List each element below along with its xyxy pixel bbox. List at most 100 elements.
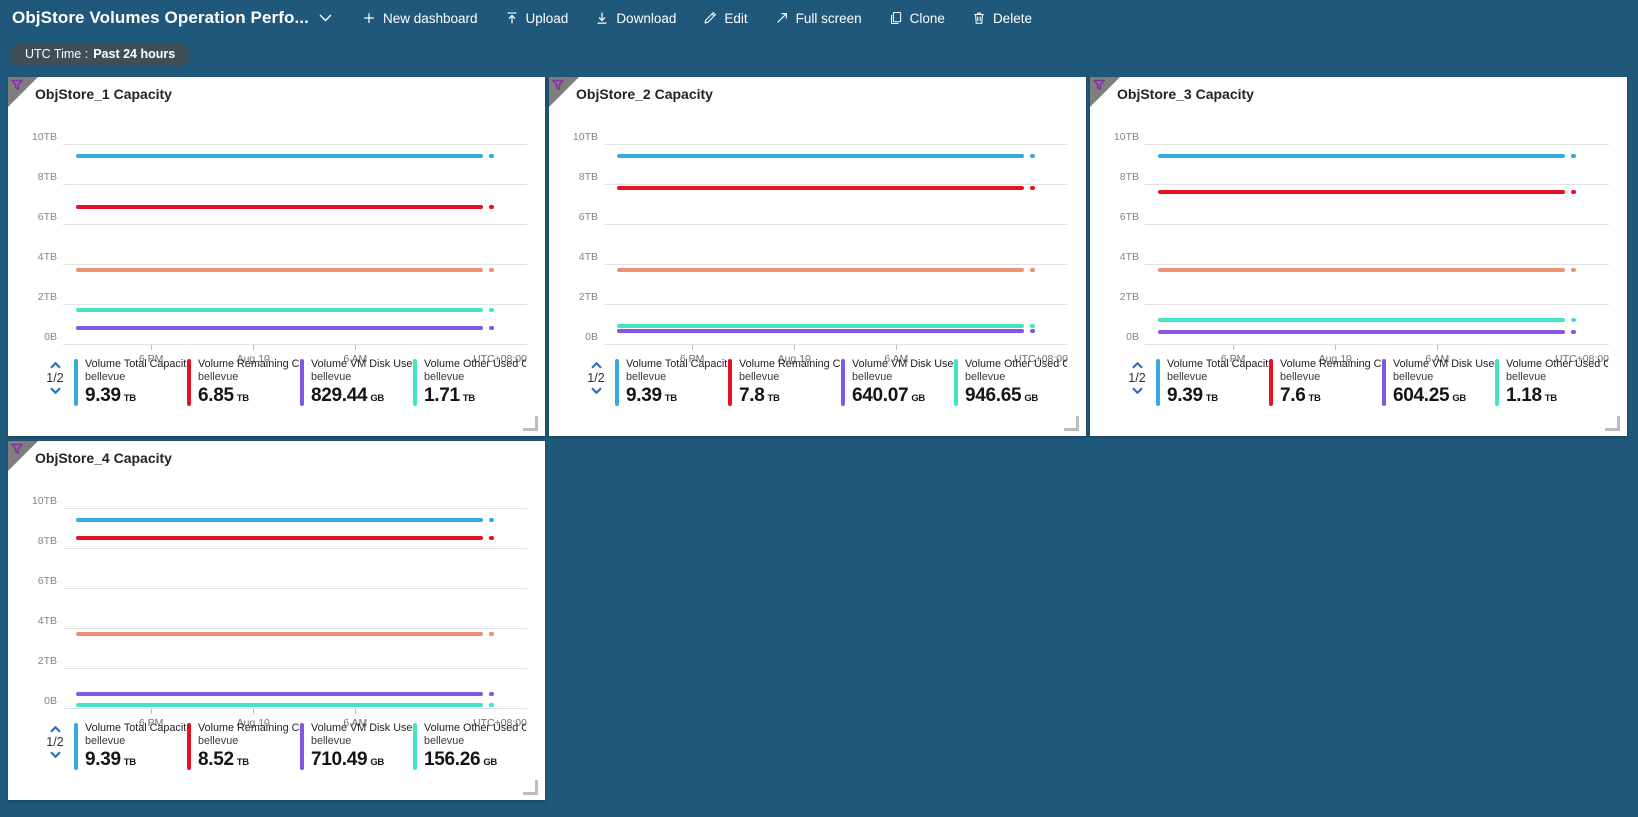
dashboard-title-selector[interactable]: ObjStore Volumes Operation Perfo... bbox=[12, 8, 332, 28]
legend-metric-value: 946.65 GB bbox=[965, 384, 1038, 406]
legend-metric-unit: TB bbox=[767, 392, 780, 404]
legend-page-down-button[interactable] bbox=[46, 750, 65, 759]
filter-pin[interactable] bbox=[1090, 77, 1120, 107]
gridline bbox=[63, 508, 527, 509]
fullscreen-button[interactable]: Full screen bbox=[775, 7, 862, 30]
dashboard-tile-4: ObjStore_4 Capacity 10TB 8TB 6TB 4TB 2TB 0B 6 P… bbox=[8, 441, 545, 800]
gridline bbox=[63, 184, 527, 185]
legend-item[interactable]: Volume Total Capacit... bellevue 9.39 TB bbox=[1156, 358, 1269, 408]
chevron-up-icon bbox=[49, 361, 61, 369]
funnel-icon bbox=[11, 443, 23, 454]
resize-handle[interactable] bbox=[523, 416, 538, 431]
legend-color-bar bbox=[728, 359, 732, 406]
y-axis-label: 8TB bbox=[1119, 171, 1139, 183]
x-axis-tick bbox=[151, 709, 153, 714]
utc-offset-label: UTC+08:00 bbox=[1014, 353, 1068, 365]
resize-handle[interactable] bbox=[1064, 416, 1079, 431]
legend-pager: 1/2 bbox=[1118, 358, 1156, 395]
series-line bbox=[617, 323, 1035, 328]
legend-metric-value: 1.18 TB bbox=[1506, 384, 1557, 406]
legend-page-down-button[interactable] bbox=[1128, 386, 1147, 395]
legend-page-up-button[interactable] bbox=[46, 725, 65, 734]
series-line bbox=[1158, 154, 1576, 159]
gridline bbox=[1145, 144, 1609, 145]
legend-item[interactable]: Volume Total Capacit... bellevue 9.39 TB bbox=[74, 722, 187, 772]
x-axis-label: 6 AM bbox=[884, 353, 909, 365]
legend-item[interactable]: Volume Total Capacit... bellevue 9.39 TB bbox=[615, 358, 728, 408]
plus-icon bbox=[362, 11, 376, 25]
legend-page-up-button[interactable] bbox=[587, 361, 606, 370]
download-button[interactable]: Download bbox=[595, 7, 676, 30]
series-line bbox=[76, 307, 494, 312]
legend-item[interactable]: Volume Total Capacit... bellevue 9.39 TB bbox=[74, 358, 187, 408]
filter-pin[interactable] bbox=[8, 441, 38, 471]
gridline bbox=[63, 144, 527, 145]
legend-metric-value: 6.85 TB bbox=[198, 384, 249, 406]
legend-metric-value: 640.07 GB bbox=[852, 384, 925, 406]
gridline bbox=[604, 344, 1068, 345]
legend-color-bar bbox=[615, 359, 619, 406]
legend-page-up-button[interactable] bbox=[1128, 361, 1147, 370]
x-axis-tick bbox=[794, 345, 796, 350]
delete-button[interactable]: Delete bbox=[972, 7, 1032, 30]
x-axis-tick bbox=[151, 345, 153, 350]
x-axis-label: Aug 10 bbox=[777, 353, 811, 365]
legend-page-down-button[interactable] bbox=[46, 386, 65, 395]
legend-color-bar bbox=[1269, 359, 1273, 406]
dashboard-toolbar: ObjStore Volumes Operation Perfo... New … bbox=[0, 0, 1638, 36]
resize-handle[interactable] bbox=[1605, 416, 1620, 431]
gridline bbox=[63, 588, 527, 589]
legend-page-up-button[interactable] bbox=[46, 361, 65, 370]
edit-button[interactable]: Edit bbox=[703, 7, 748, 30]
legend-metric-value: 710.49 GB bbox=[311, 748, 384, 770]
filter-pin[interactable] bbox=[549, 77, 579, 107]
series-line-unlabeled bbox=[617, 268, 1035, 272]
legend-color-bar bbox=[187, 359, 191, 406]
legend-metric-name: Volume Remaining Cap... bbox=[198, 722, 300, 734]
y-axis-label: 6TB bbox=[37, 575, 57, 587]
legend-metric-value: 9.39 TB bbox=[85, 748, 136, 770]
y-axis-label: 2TB bbox=[37, 655, 57, 667]
clone-button[interactable]: Clone bbox=[889, 7, 945, 30]
dashboard-tile-3: ObjStore_3 Capacity 10TB 8TB 6TB 4TB 2TB 0B 6 P… bbox=[1090, 77, 1627, 436]
time-filter-pill[interactable]: UTC Time : Past 24 hours bbox=[10, 43, 191, 66]
series-line bbox=[76, 518, 494, 523]
new-dashboard-button[interactable]: New dashboard bbox=[362, 7, 478, 30]
legend-metric-value: 9.39 TB bbox=[1167, 384, 1218, 406]
legend-metric-unit: GB bbox=[911, 392, 925, 404]
legend-resource-name: bellevue bbox=[424, 734, 465, 747]
upload-button[interactable]: Upload bbox=[505, 7, 568, 30]
filter-pin[interactable] bbox=[8, 77, 38, 107]
legend-resource-name: bellevue bbox=[1506, 370, 1547, 383]
gridline bbox=[63, 304, 527, 305]
chevron-up-icon bbox=[49, 725, 61, 733]
legend-metric-unit: GB bbox=[1452, 392, 1466, 404]
legend-metric-unit: TB bbox=[462, 392, 475, 404]
x-axis-tick bbox=[253, 345, 255, 350]
legend-page-down-button[interactable] bbox=[587, 386, 606, 395]
legend-color-bar bbox=[1156, 359, 1160, 406]
legend-color-bar bbox=[300, 359, 304, 406]
y-axis-label: 0B bbox=[44, 695, 57, 707]
legend-resource-name: bellevue bbox=[965, 370, 1006, 383]
gridline bbox=[604, 264, 1068, 265]
legend-metric-value: 9.39 TB bbox=[85, 384, 136, 406]
resize-handle[interactable] bbox=[523, 780, 538, 795]
series-line bbox=[76, 154, 494, 159]
